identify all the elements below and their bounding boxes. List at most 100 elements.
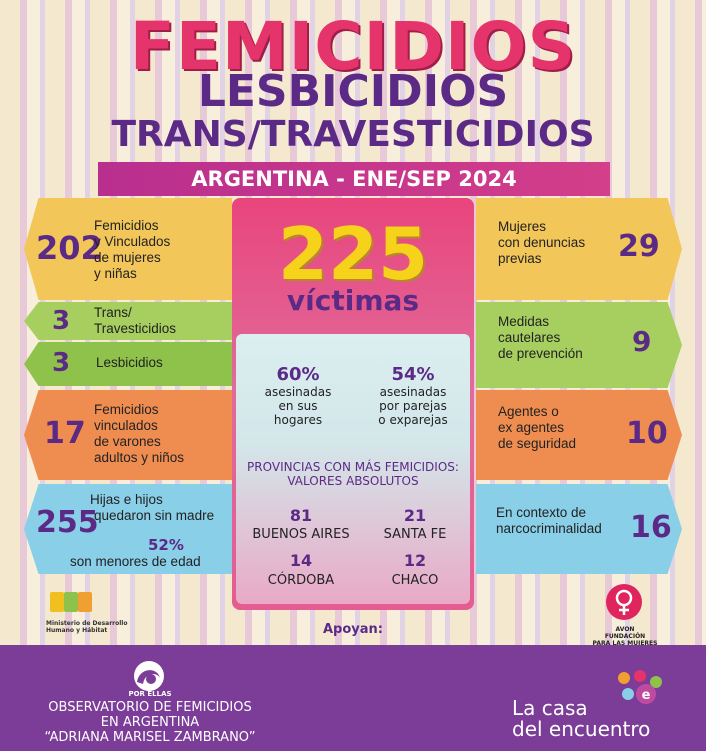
province-name: CHACO [391, 573, 439, 588]
ministry-logo-line: Humano y Hábitat [46, 627, 108, 634]
menores-percent: 52% [148, 536, 184, 554]
vinculados-label-line: Femicidios [94, 402, 159, 417]
title-femicidios: FEMICIDIOS [129, 8, 577, 85]
trans-number: 3 [52, 306, 71, 336]
observatory-line: “ADRIANA MARISEL ZAMBRANO” [44, 730, 256, 745]
brand-line: La casa [512, 696, 588, 720]
femicidios-label-line: Femicidios [94, 218, 159, 233]
vinculados-label-line: de varones [94, 434, 161, 449]
title-trans: TRANS/TRAVESTICIDIOS [111, 114, 595, 155]
huerfanos-label-line: Hijas e hijos [90, 492, 163, 507]
pill-vinculados-varones [24, 390, 232, 480]
vinculados-label-line: adultos y niños [94, 450, 185, 465]
femicidios-label-line: y niñas [94, 266, 137, 281]
vinculados-label: Femicidios vinculados de varones adultos… [94, 402, 184, 466]
medidas-label-line: de prevención [498, 346, 583, 361]
provinces-title-line: VALORES ABSOLUTOS [287, 474, 419, 488]
stat-hogares-label: asesinadas en sus hogares [246, 385, 350, 427]
agentes-label-line: de seguridad [498, 436, 577, 451]
province-value: 14 [289, 551, 313, 570]
narco-label: En contexto de narcocriminalidad [496, 505, 602, 537]
ministry-logo: Ministerio de Desarrollo Humano y Hábita… [46, 588, 128, 634]
ministry-logo-line: Ministerio de Desarrollo [46, 620, 128, 627]
brand-line: del encuentro [512, 717, 651, 741]
avon-logo-line: AVON [615, 626, 635, 633]
medidas-label-line: cautelares [498, 330, 561, 345]
casa-encuentro-logo-icon: e [618, 670, 662, 704]
province-name: BUENOS AIRES [252, 527, 350, 542]
agentes-label-line: ex agentes [498, 420, 565, 435]
vinculados-number: 17 [44, 416, 86, 451]
denuncias-label-line: con denuncias [498, 235, 586, 250]
title-lesbicidios: LESBICIDIOS [197, 66, 509, 117]
femicidios-number: 202 [36, 229, 103, 267]
avon-logo-text: AVON FUNDACIÓN PARA LAS MUJERES [590, 626, 660, 647]
pill-huerfanos [24, 484, 232, 574]
huerfanos-label-line: quedaron sin madre [94, 508, 215, 523]
province-value: 81 [289, 506, 313, 525]
stat-hogares-value: 60% [276, 364, 320, 385]
medidas-label: Medidas cautelares de prevención [498, 314, 583, 362]
narco-label-line: En contexto de [496, 505, 587, 520]
supporters-label: Apoyan: [323, 622, 383, 637]
pill-trans [24, 302, 232, 340]
lesbicidios-number: 3 [52, 348, 71, 378]
stat-line: hogares [273, 413, 323, 427]
denuncias-label: Mujeres con denuncias previas [498, 219, 585, 267]
ministry-logo-text: Ministerio de Desarrollo Humano y Hábita… [46, 620, 128, 634]
pill-denuncias [476, 198, 682, 300]
center-stats-box [236, 334, 470, 604]
ministry-logo-mark [50, 592, 92, 612]
province-value: 21 [403, 506, 427, 525]
trans-label: Trans/ Travesticidios [94, 305, 176, 337]
medidas-label-line: Medidas [498, 314, 550, 329]
pill-agentes [476, 390, 682, 480]
huerfanos-label: Hijas e hijos quedaron sin madre [90, 492, 214, 524]
stat-line: por parejas [379, 399, 447, 413]
pill-medidas [476, 302, 682, 388]
observatory-line: OBSERVATORIO DE FEMICIDIOS [48, 700, 252, 715]
femicidios-label-line: y Vinculados [94, 234, 171, 249]
stat-line: asesinadas [264, 385, 332, 399]
trans-label-line: Travesticidios [94, 321, 177, 336]
narco-label-line: narcocriminalidad [496, 521, 602, 536]
agentes-label-line: Agentes o [498, 404, 559, 419]
denuncias-label-line: previas [498, 251, 542, 266]
avon-logo-line: FUNDACIÓN [604, 633, 646, 640]
denuncias-label-line: Mujeres [498, 219, 547, 234]
trans-label-line: Trans/ [94, 305, 132, 320]
denuncias-number: 29 [618, 229, 660, 264]
province-name: CÓRDOBA [267, 573, 335, 588]
pill-femicidios [24, 198, 232, 300]
medidas-number: 9 [632, 325, 652, 358]
pill-lesbicidios [24, 342, 232, 386]
stat-line: o exparejas [378, 413, 448, 427]
casa-encuentro-brand: La casa del encuentro [512, 698, 682, 740]
stat-line: en sus [278, 399, 318, 413]
lesbicidios-label: Lesbicidios [96, 355, 163, 370]
huerfanos-number: 255 [36, 505, 99, 540]
agentes-label: Agentes o ex agentes de seguridad [498, 404, 576, 452]
province-name: SANTA FE [383, 527, 447, 542]
stat-parejas-value: 54% [391, 364, 435, 385]
agentes-number: 10 [626, 416, 668, 451]
pill-narco [476, 484, 682, 574]
observatory-portrait-icon [134, 661, 164, 691]
femicidios-label-line: de mujeres [94, 250, 161, 265]
femicidios-label: Femicidios y Vinculados de mujeres y niñ… [94, 218, 170, 282]
observatory-badge: POR ELLAS [128, 690, 172, 698]
svg-text:e: e [642, 688, 651, 703]
menores-label: son menores de edad [70, 554, 201, 569]
stat-line: asesinadas [379, 385, 447, 399]
victims-label: víctimas [286, 284, 420, 317]
total-victims: 225 [277, 212, 429, 296]
province-value: 12 [403, 551, 427, 570]
footer [0, 645, 706, 751]
observatory-name: OBSERVATORIO DE FEMICIDIOS EN ARGENTINA … [20, 700, 280, 745]
stat-parejas-label: asesinadas por parejas o exparejas [360, 385, 466, 427]
observatory-line: EN ARGENTINA [100, 715, 200, 730]
avon-logo: AVON FUNDACIÓN PARA LAS MUJERES [593, 582, 660, 647]
provinces-title: PROVINCIAS CON MÁS FEMICIDIOS: VALORES A… [236, 460, 470, 488]
vinculados-label-line: vinculados [94, 418, 158, 433]
